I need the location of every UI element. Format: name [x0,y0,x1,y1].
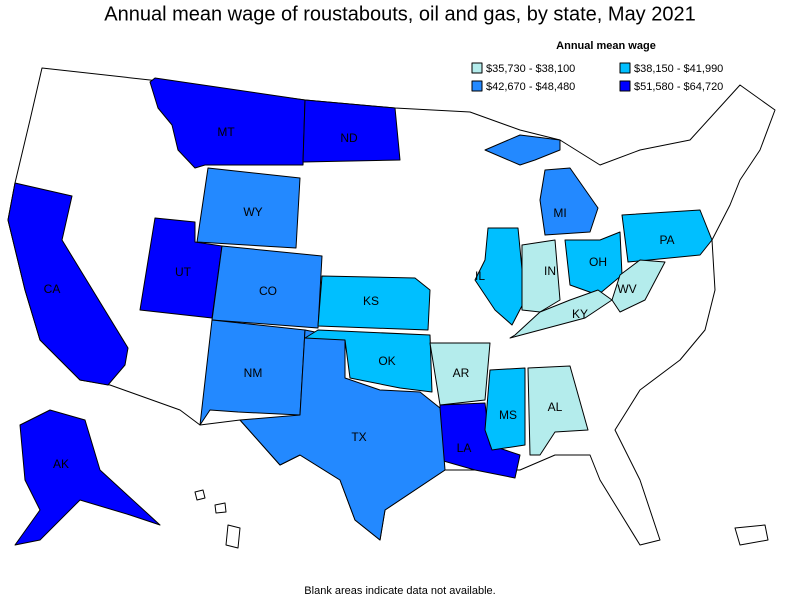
state-label: IL [475,269,485,283]
state-shape [509,289,613,339]
state-shape [439,402,521,479]
map-title: Annual mean wage of roustabouts, oil and… [104,3,695,25]
state-shape [484,134,599,236]
state: PA [621,209,713,263]
state-shape [239,329,446,541]
state: CO [211,245,323,329]
state-shape [474,227,526,326]
legend-entry: $35,730 - $38,100 [471,62,575,75]
footnote: Blank areas indicate data not available. [304,585,495,597]
state-label: LA [457,441,472,455]
state: LA [439,402,521,479]
legend-swatch [619,80,631,92]
state: AR [429,342,491,406]
state: WY [196,167,301,249]
state-label: ND [340,131,358,145]
hawaii [194,489,241,549]
legend-label: $38,150 - $41,990 [634,63,723,75]
state-label: IN [544,264,556,278]
state: ND [302,99,401,163]
state-label: AR [453,366,470,380]
state-shape [211,245,323,329]
state: IL [474,227,526,326]
state-label: KS [363,294,379,308]
state-label: WY [243,205,262,219]
state-label: OK [378,354,395,368]
legend-label: $51,580 - $64,720 [634,81,723,93]
state: MI [484,134,599,236]
state: AL [527,365,589,456]
state-label: MT [217,125,235,139]
state: NM [199,319,306,426]
state-label: TX [351,430,366,444]
state-label: MI [553,206,566,220]
state: CA [7,182,129,386]
state-label: KY [572,307,588,321]
state-label: WV [617,282,636,296]
state-shape [7,182,129,386]
legend-swatch [471,62,483,74]
state: KY [509,289,613,339]
state-shape [527,365,589,456]
state-label: AL [548,400,563,414]
state: TX [239,329,446,541]
state: KS [317,275,431,331]
state: AK [14,409,161,546]
state-label: PA [659,233,674,247]
state-shape [611,259,666,313]
state-shape [521,239,561,313]
state-shape [429,342,491,406]
state-shape [621,209,713,263]
state: OH [564,231,623,296]
state-shape [484,367,526,451]
state-label: CO [259,284,277,298]
legend-swatch [619,62,631,74]
state-shape [196,167,301,249]
state-label: OH [589,255,607,269]
legend-entry: $51,580 - $64,720 [619,80,723,93]
state-label: CA [44,282,61,296]
puerto-rico [734,524,769,546]
state: MS [484,367,526,451]
state: UT [139,217,223,319]
legend-entry: $42,670 - $48,480 [471,80,575,93]
state-label: NM [244,366,263,380]
legend-entry: $38,150 - $41,990 [619,62,723,75]
legend-title: Annual mean wage [556,40,656,52]
legend-label: $35,730 - $38,100 [486,63,575,75]
state: WV [611,259,666,313]
state: IN [521,239,561,313]
state-label: UT [175,265,192,279]
state-label: AK [53,457,69,471]
state-shape [302,99,401,163]
state-label: MS [499,408,517,422]
state-shape [14,409,161,546]
state-shape [317,275,431,331]
legend-swatch [471,80,483,92]
legend-label: $42,670 - $48,480 [486,81,575,93]
